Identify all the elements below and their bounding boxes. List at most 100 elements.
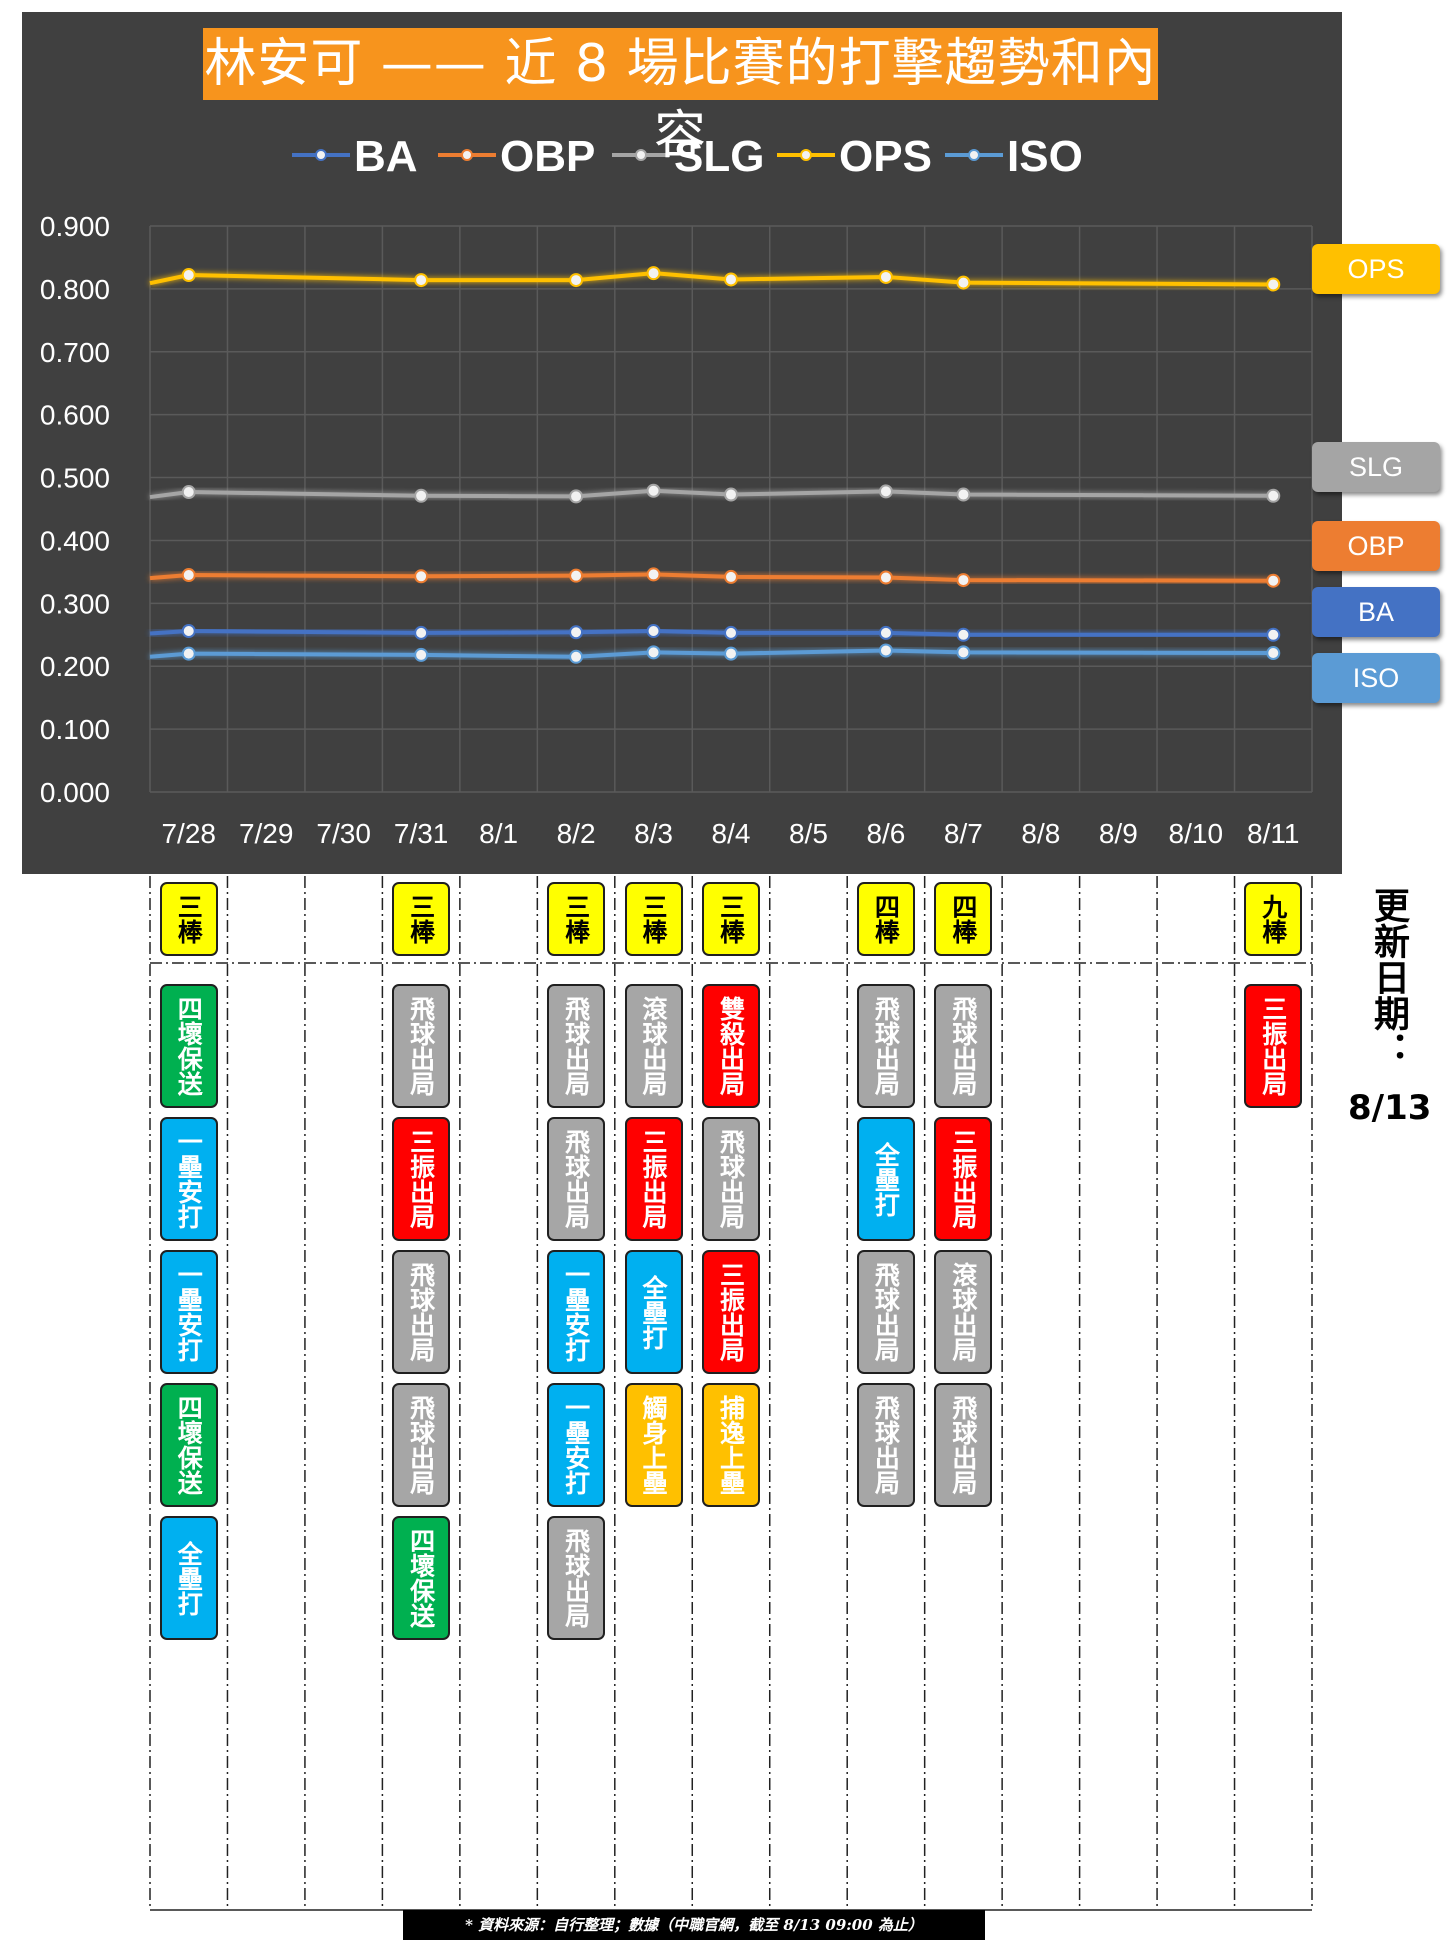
data-point-ops [878, 269, 893, 284]
plate-appearance-strikeout: 雙殺出局 [702, 984, 760, 1108]
data-point-ops [569, 273, 584, 288]
data-point-obp [646, 567, 661, 582]
data-point-ba [1266, 627, 1281, 642]
side-label-slg: SLG [1312, 442, 1440, 492]
y-tick-label: 0.400 [40, 525, 110, 556]
legend-marker [461, 149, 473, 161]
plate-appearance-strikeout: 三振出局 [702, 1250, 760, 1374]
plate-appearance-out: 飛球出局 [702, 1117, 760, 1241]
batting-order-tag: 九棒 [1244, 882, 1303, 956]
x-tick-label: 7/29 [239, 818, 294, 849]
data-point-slg [878, 484, 893, 499]
y-axis-ticks: 0.900 0.800 0.700 0.600 0.500 0.400 0.300 0.200… [40, 211, 110, 808]
plate-appearance-hit: 全壘打 [856, 1117, 915, 1241]
update-label: 更新日期： [1368, 887, 1409, 1067]
data-point-iso [878, 643, 893, 658]
legend-label: SLG [674, 132, 764, 181]
plate-appearance-walk: 四壞保送 [159, 984, 218, 1108]
plate-appearance-strikeout: 三振出局 [624, 1117, 683, 1241]
data-point-ba [181, 624, 196, 639]
data-point-iso [646, 645, 661, 660]
legend-marker [800, 149, 812, 161]
x-tick-label: 8/10 [1169, 818, 1224, 849]
plate-appearance-out: 飛球出局 [392, 1383, 451, 1507]
x-tick-label: 8/2 [557, 818, 596, 849]
plate-appearance-hit: 一壘安打 [547, 1383, 606, 1507]
batting-order-tag: 三棒 [392, 882, 451, 956]
x-tick-label: 8/11 [1247, 818, 1299, 849]
legend-label: OBP [500, 132, 595, 181]
update-date: 8/13 [1348, 1088, 1432, 1128]
plate-appearance-hit: 一壘安打 [159, 1117, 218, 1241]
chart-gridlines [149, 225, 1313, 793]
series-line-obp [149, 572, 1274, 583]
data-point-obp [181, 568, 196, 583]
series-lines [149, 266, 1281, 664]
batting-order-tag: 四棒 [934, 882, 993, 956]
plate-appearance-hit: 全壘打 [159, 1516, 218, 1640]
plate-appearance-out: 飛球出局 [856, 984, 915, 1108]
data-point-slg [181, 485, 196, 500]
series-line-slg [149, 488, 1274, 500]
x-axis-ticks: 7/28 7/29 7/30 7/31 8/1 8/2 8/3 8/4 8/5 8/6 8/7 8/8… [161, 818, 1299, 849]
data-point-obp [569, 568, 584, 583]
x-tick-label: 8/3 [634, 818, 673, 849]
side-label-ba: BA [1312, 587, 1440, 637]
plate-appearance-out: 飛球出局 [934, 1383, 993, 1507]
plate-appearance-strikeout: 三振出局 [934, 1117, 993, 1241]
legend-marker [315, 149, 327, 161]
legend-label: BA [354, 132, 418, 181]
plate-appearance-out: 滾球出局 [934, 1250, 993, 1374]
data-point-ba [646, 624, 661, 639]
data-point-iso [1266, 646, 1281, 661]
data-point-obp [1266, 573, 1281, 588]
data-point-iso [724, 646, 738, 661]
data-point-obp [956, 573, 971, 588]
y-tick-label: 0.600 [40, 400, 110, 431]
data-point-iso [181, 646, 196, 661]
batting-order-tag: 三棒 [702, 882, 760, 956]
y-tick-label: 0.100 [40, 714, 110, 745]
legend-marker [968, 149, 980, 161]
plate-appearance-hit: 一壘安打 [547, 1250, 606, 1374]
y-tick-label: 0.200 [40, 651, 110, 682]
plate-appearance-out: 飛球出局 [392, 984, 451, 1108]
chart-title: 林安可 —— 近 8 場比賽的打擊趨勢和內容 [203, 28, 1158, 166]
data-point-ops [1266, 277, 1281, 292]
batting-order-tag: 三棒 [547, 882, 606, 956]
y-tick-label: 0.900 [40, 211, 110, 242]
plate-appearance-strikeout: 三振出局 [392, 1117, 451, 1241]
data-point-ops [646, 266, 661, 281]
data-point-ba [724, 625, 738, 640]
x-tick-label: 8/8 [1021, 818, 1060, 849]
plate-appearance-strikeout: 三振出局 [1244, 984, 1303, 1108]
data-point-iso [414, 647, 429, 662]
y-tick-label: 0.300 [40, 588, 110, 619]
y-tick-label: 0.500 [40, 463, 110, 494]
side-label-iso: ISO [1312, 653, 1440, 703]
data-point-ba [956, 627, 971, 642]
y-tick-label: 0.000 [40, 777, 110, 808]
data-point-obp [878, 570, 893, 585]
data-point-ops [414, 273, 429, 288]
data-point-iso [956, 645, 971, 660]
y-tick-label: 0.800 [40, 274, 110, 305]
source-footnote: * 資料來源：自行整理；數據（中職官網，截至 8/13 09:00 為止） [403, 1910, 985, 1940]
plate-appearance-out: 飛球出局 [547, 1516, 606, 1640]
plate-appearance-out: 飛球出局 [392, 1250, 451, 1374]
legend-marker [635, 149, 647, 161]
batting-order-tag: 三棒 [624, 882, 683, 956]
update-date-label: 更新日期： 8/13 [1348, 887, 1432, 1131]
legend-label: ISO [1007, 132, 1083, 181]
data-point-slg [569, 489, 584, 504]
batting-order-tag: 四棒 [856, 882, 915, 956]
plate-appearance-hit: 一壘安打 [159, 1250, 218, 1374]
column-dividers [149, 876, 1313, 1911]
side-label-obp: OBP [1312, 521, 1440, 571]
data-point-ba [878, 625, 893, 640]
data-point-ops [724, 272, 738, 287]
data-point-obp [724, 569, 738, 584]
data-point-ba [569, 625, 584, 640]
data-point-slg [646, 483, 661, 498]
